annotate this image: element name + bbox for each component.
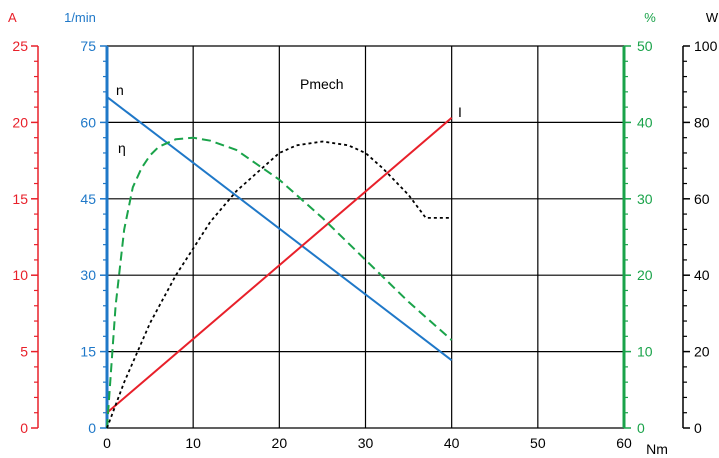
- y-tick-label-W: 0: [694, 420, 702, 436]
- y-tick-label-W: 80: [694, 114, 710, 130]
- series-line-η: [106, 136, 453, 429]
- x-tick-label: 60: [616, 435, 632, 451]
- y-tick-label-rpm: 30: [80, 267, 96, 283]
- x-tick-label: 30: [358, 435, 374, 451]
- y-tick-label-pct: 10: [637, 344, 653, 360]
- y-tick-label-rpm: 0: [88, 420, 96, 436]
- axes: [31, 45, 690, 429]
- y-tick-label-A: 20: [12, 114, 28, 130]
- series-line-i: [106, 117, 453, 414]
- x-tick-label: 50: [530, 435, 546, 451]
- y-tick-label-W: 20: [694, 344, 710, 360]
- y-tick-label-A: 15: [12, 191, 28, 207]
- axis-unit-label-W: W: [706, 10, 719, 25]
- series-name-label: η: [118, 140, 126, 156]
- grid: [106, 45, 625, 429]
- y-tick-label-pct: 30: [637, 191, 653, 207]
- axis-unit-label-pct: %: [644, 10, 656, 25]
- y-tick-label-rpm: 60: [80, 114, 96, 130]
- y-tick-label-W: 60: [694, 191, 710, 207]
- y-tick-label-A: 10: [12, 267, 28, 283]
- axis-unit-label-rpm: 1/min: [64, 10, 96, 25]
- x-tick-label: 10: [185, 435, 201, 451]
- series-name-label: I: [458, 104, 462, 120]
- y-tick-label-pct: 50: [637, 38, 653, 54]
- y-tick-label-A: 0: [20, 420, 28, 436]
- y-tick-label-rpm: 45: [80, 191, 96, 207]
- series-line-n: [106, 96, 453, 362]
- y-tick-label-pct: 40: [637, 114, 653, 130]
- axis-unit-label-A: A: [8, 10, 17, 25]
- y-tick-label-pct: 20: [637, 267, 653, 283]
- series-name-label: n: [116, 82, 124, 98]
- series: [106, 96, 453, 429]
- x-tick-label: 40: [444, 435, 460, 451]
- y-tick-label-W: 40: [694, 267, 710, 283]
- x-axis-label: Nm: [646, 441, 668, 457]
- y-tick-label-pct: 0: [637, 420, 645, 436]
- y-tick-label-A: 5: [20, 344, 28, 360]
- x-tick-label: 0: [103, 435, 111, 451]
- y-tick-label-W: 100: [694, 38, 718, 54]
- y-tick-label-rpm: 75: [80, 38, 96, 54]
- labels: 0 10 20 30 40 50 60 Nm0510152025A015304560751/m…: [8, 10, 719, 457]
- x-tick-label: 20: [272, 435, 288, 451]
- series-name-label: Pmech: [300, 76, 344, 92]
- y-tick-label-rpm: 15: [80, 344, 96, 360]
- y-tick-label-A: 25: [12, 38, 28, 54]
